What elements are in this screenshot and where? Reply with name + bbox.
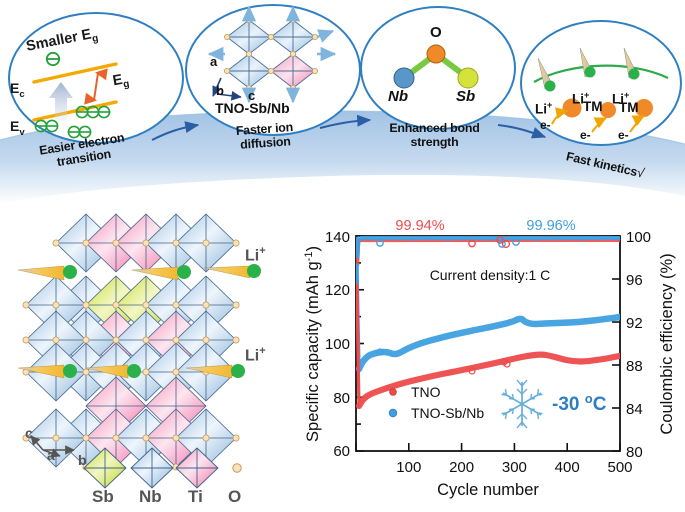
axis-a-label-c2: a xyxy=(210,54,218,69)
crystal-structure-graphic xyxy=(17,213,261,489)
temperature-annotation: -30 oC xyxy=(552,391,607,416)
ev-sub: v xyxy=(19,126,25,138)
e-label-3: e- xyxy=(618,128,629,142)
flow-step-3-line2: strength xyxy=(410,134,459,149)
legend-o-label: O xyxy=(228,487,242,506)
li-text-2: Li xyxy=(572,91,584,107)
x-tick-300: 300 xyxy=(502,459,527,476)
ce-annotation-tnosbnb: 99.96% xyxy=(526,218,575,234)
flow-arrows xyxy=(151,114,547,141)
li-plus-label-lower: Li+ xyxy=(245,345,266,365)
legend-nb-label: Nb xyxy=(139,487,162,506)
axis-c-label: c xyxy=(25,425,33,441)
flow-step-3-line1: Enhanced bond xyxy=(389,121,480,135)
bond-graphic xyxy=(393,44,479,89)
x-axis-title: Cycle number xyxy=(437,481,539,499)
tno-sbnb-caption: TNO-Sb/Nb xyxy=(215,100,290,116)
tm-label-2: TM xyxy=(619,100,639,115)
x-tick-400: 400 xyxy=(555,459,580,476)
y2-tick-80: 80 xyxy=(626,444,643,461)
chart-legend: TNO TNO-Sb/Nb xyxy=(388,384,484,421)
y2-tick-92: 92 xyxy=(626,315,643,332)
x-axis-ticks xyxy=(355,443,621,451)
e-label-2: e- xyxy=(580,128,591,142)
flow-step-3-label: Enhanced bond strength xyxy=(372,121,497,150)
y-tick-120: 120 xyxy=(325,282,350,299)
e-label-1: e- xyxy=(540,118,551,132)
y2-tick-84: 84 xyxy=(626,401,643,418)
snowflake-icon xyxy=(501,379,543,429)
x-tick-200: 200 xyxy=(449,459,474,476)
li-text-3: Li xyxy=(612,91,624,107)
y2-axis-title: Coulombic efficiency (%) xyxy=(658,253,676,434)
legend-marker-tno xyxy=(389,388,397,396)
li-text-1: Li xyxy=(535,101,547,117)
axis-b-label: b xyxy=(78,452,87,468)
ec-sub: c xyxy=(19,88,25,100)
ce-annotation-tno: 99.94% xyxy=(395,218,444,234)
y-tick-140: 140 xyxy=(325,229,350,246)
y-tick-100: 100 xyxy=(325,336,350,353)
eg-label: Eg xyxy=(111,71,130,92)
li-lower-sup: + xyxy=(259,345,266,357)
y2-tick-88: 88 xyxy=(626,358,643,375)
ec-label: Ec xyxy=(10,80,25,100)
band-gap-graphic xyxy=(32,51,118,139)
li-label-k2: Li+ xyxy=(572,90,589,107)
y-axis-title: Specific capacity (mAh g-1) xyxy=(303,246,322,442)
li-sup-2: + xyxy=(584,90,590,100)
octahedra-graphic xyxy=(207,5,337,104)
li-sup-3: + xyxy=(624,90,630,100)
series-ce-outliers xyxy=(376,236,520,249)
li-upper-sup: + xyxy=(259,245,266,257)
y-tick-80: 80 xyxy=(333,390,350,407)
nb-atom-label: Nb xyxy=(388,88,408,105)
li-lower-text: Li xyxy=(245,347,260,365)
sb-atom-label: Sb xyxy=(456,88,476,105)
legend-marker-tnosbnb xyxy=(388,408,398,418)
x-tick-100: 100 xyxy=(396,459,421,476)
li-label-k1: Li+ xyxy=(535,100,552,117)
ev-label: Ev xyxy=(10,118,25,138)
li-upper-text: Li xyxy=(245,247,260,265)
axis-b-label-c2: b xyxy=(216,83,224,98)
o-atom-label: O xyxy=(430,24,442,41)
y-tick-60: 60 xyxy=(333,443,350,460)
ec-text: E xyxy=(10,80,20,96)
tm-label-1: TM xyxy=(583,99,603,114)
y-axis-right-ticks xyxy=(612,235,620,452)
li-plus-label-upper: Li+ xyxy=(245,245,266,265)
cycling-performance-chart: 140 120 100 80 60 100 96 92 88 84 80 100… xyxy=(303,218,676,499)
li-label-k3: Li+ xyxy=(612,90,629,107)
fast-kinetics-graphic xyxy=(533,47,669,133)
ev-text: E xyxy=(10,118,20,134)
x-tick-500: 500 xyxy=(607,459,632,476)
legend-sb-label: Sb xyxy=(92,487,114,506)
circle-bond-strength xyxy=(360,6,516,130)
series-capacity-outliers-blue xyxy=(376,348,384,356)
legend-ti-label: Ti xyxy=(188,487,203,506)
legend-label-tnosbnb: TNO-Sb/Nb xyxy=(411,405,484,421)
series-ce-tno xyxy=(356,238,620,267)
y2-tick-100: 100 xyxy=(626,229,651,246)
series-capacity-tno xyxy=(356,283,620,410)
legend-label-tno: TNO xyxy=(411,384,441,400)
axis-a-label: a xyxy=(47,447,55,463)
y2-tick-96: 96 xyxy=(626,272,643,289)
li-sup-1: + xyxy=(547,100,553,110)
series-capacity-outliers xyxy=(468,358,511,375)
current-density-annotation: Current density:1 C xyxy=(430,267,551,283)
